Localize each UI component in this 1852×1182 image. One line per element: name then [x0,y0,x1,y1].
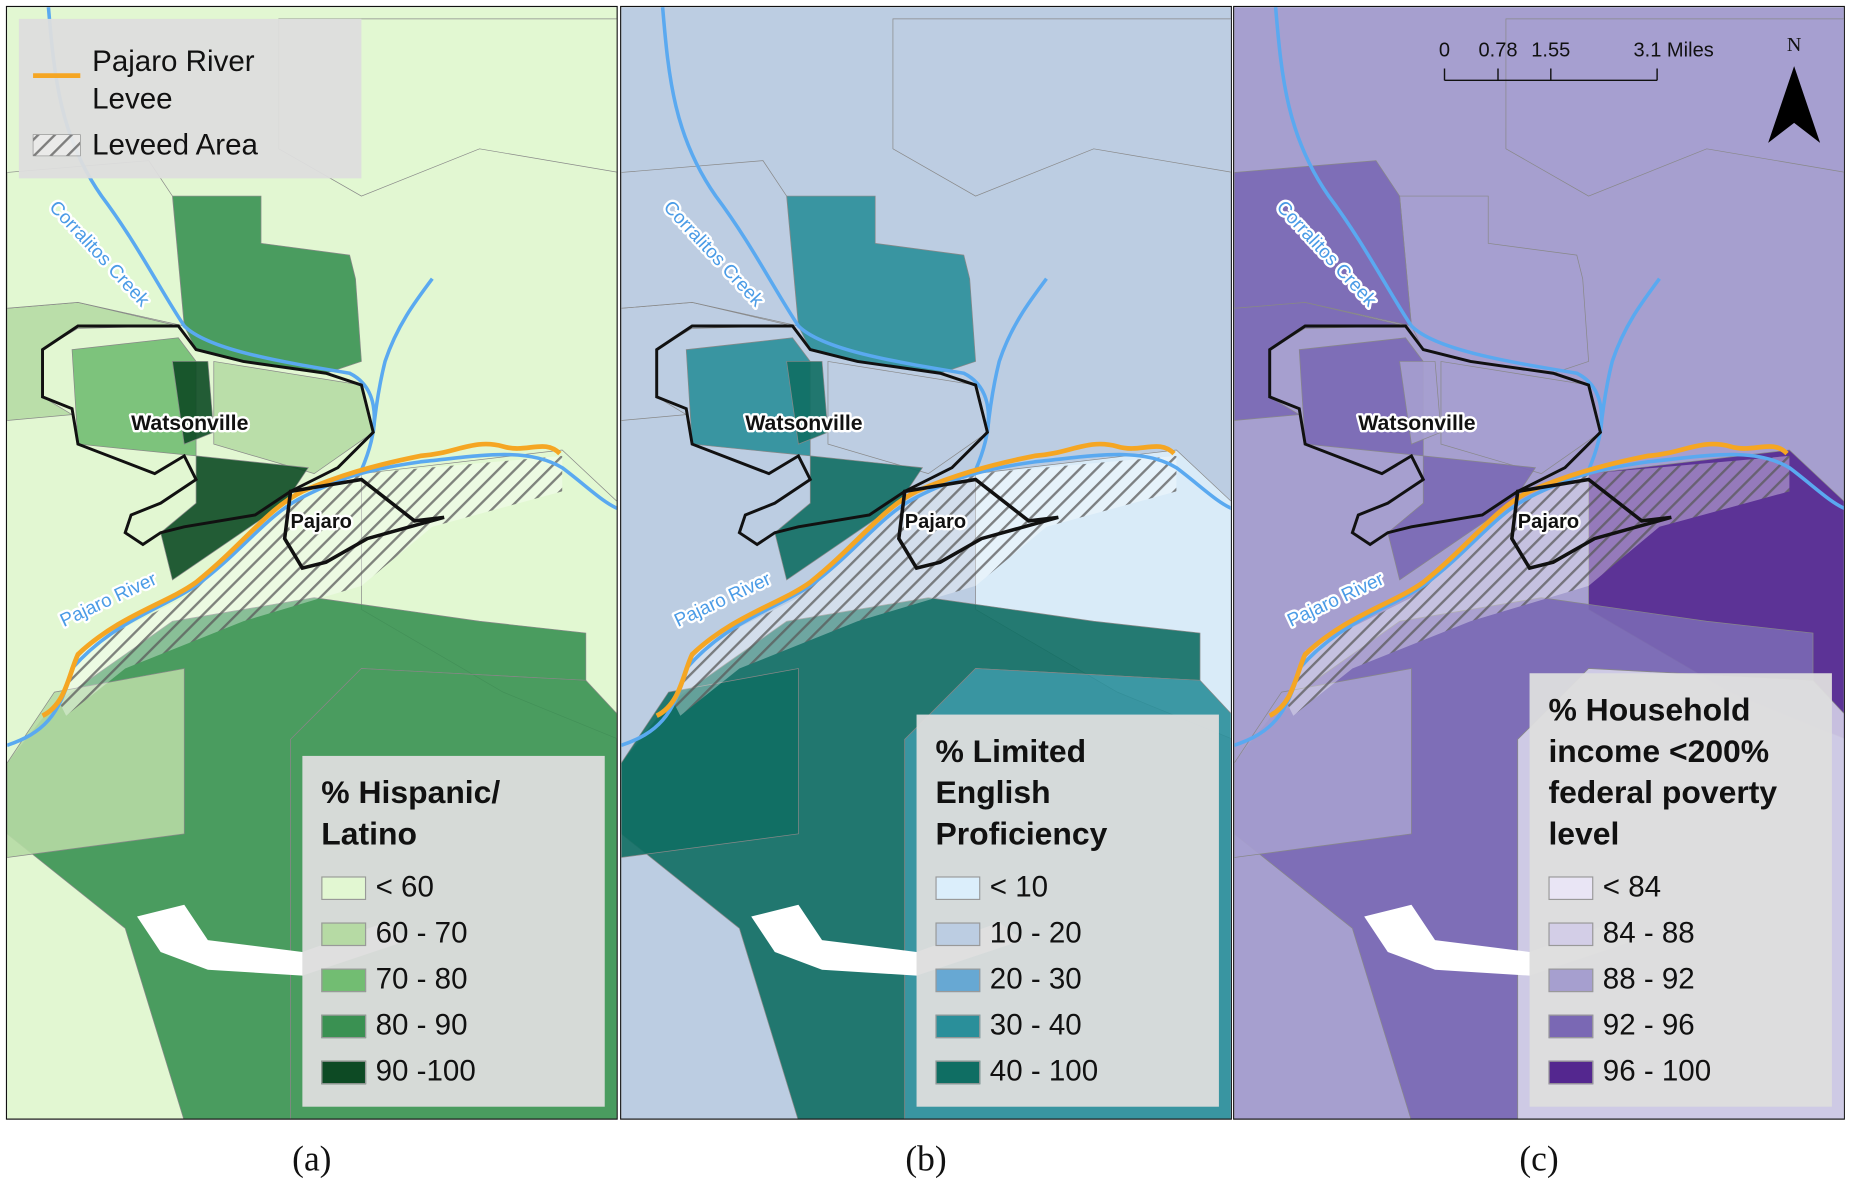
legend-label: < 84 [1602,870,1662,904]
map-panel: Watsonville Pajaro Corralitos Creek Pajaro … [1233,5,1845,1120]
legend-swatch [321,967,367,992]
watsonville-boundary [655,324,990,547]
legend-swatch [1548,921,1594,946]
legend-label: 88 - 92 [1602,962,1695,996]
levee-legend: Pajaro River Levee Leveed Area [18,18,362,179]
legend-swatch [1548,967,1594,992]
legend-label: 60 - 70 [375,916,468,950]
panel-caption: (b) [905,1139,947,1179]
census-tract [1440,361,1601,475]
panel-caption: (a) [292,1139,332,1179]
legend-item: 84 - 88 [1548,911,1817,957]
legend-label: < 10 [989,870,1049,904]
census-tract [172,195,362,374]
pajaro-boundary [282,477,445,571]
census-tract [827,361,988,475]
legend-item: < 60 [321,865,590,911]
scale-label: 3.1 Miles [1633,40,1713,62]
legend-item: 90 -100 [321,1049,590,1095]
watsonville-boundary [41,324,375,547]
legend-item: < 84 [1548,865,1817,911]
scale-label: 0.78 [1478,40,1517,62]
legend-item: 92 - 96 [1548,1003,1817,1049]
legend-swatch [1548,1060,1594,1084]
legend-label: 40 - 100 [989,1054,1099,1088]
legend-item: 88 - 92 [1548,957,1817,1003]
pajaro-boundary [896,477,1059,571]
legend-item: 20 - 30 [935,957,1204,1003]
legend-item: < 10 [935,865,1204,911]
legend-label: 96 - 100 [1602,1054,1712,1088]
legend: % Limited English Proficiency < 10 10 - 20… [916,714,1219,1107]
levee-symbol [32,73,81,157]
legend-label: 80 - 90 [375,1008,468,1042]
scale-label: 1.55 [1531,40,1570,62]
legend-swatch [321,875,367,900]
north-arrow [1768,66,1821,143]
panel-caption: (c) [1519,1139,1559,1179]
creek [1598,277,1661,433]
legend-title: % Household income <200% federal poverty… [1548,692,1778,852]
census-tract [1505,18,1844,197]
legend-swatch [321,1013,367,1038]
scale-bar: 0 0.78 1.55 3.1 Miles N [1439,34,1821,143]
legend-label: 84 - 88 [1602,916,1695,950]
map-panel: Watsonville Pajaro Corralitos Creek Pajaro … [620,5,1232,1120]
legend-label: 20 - 30 [989,962,1082,996]
legend-title: % Hispanic/ Latino [321,774,501,852]
levee [655,441,1176,718]
north-label: N [1787,34,1802,56]
legend-swatch [935,1060,981,1084]
place-label: Pajaro [905,511,966,533]
place-label: Watsonville [745,411,862,435]
legend-swatch [935,1013,981,1038]
legend-item: 30 - 40 [935,1003,1204,1049]
census-tract [892,18,1231,197]
legend-item: 80 - 90 [321,1003,590,1049]
legend-swatch [1548,1013,1594,1038]
creek [371,277,434,433]
creek [985,277,1048,433]
legend-label: 92 - 96 [1602,1008,1695,1042]
legend-swatch [1548,875,1594,900]
census-tract [213,361,374,475]
legend: % Hispanic/ Latino < 60 60 - 70 70 - 80 80 -… [302,755,605,1107]
census-tract [786,195,976,374]
place-label: Pajaro [1518,511,1579,533]
place-label: Watsonville [1358,411,1475,435]
legend: % Household income <200% federal poverty… [1529,673,1832,1107]
legend-swatch [935,967,981,992]
legend-item: 70 - 80 [321,957,590,1003]
legend-item: 10 - 20 [935,911,1204,957]
map-panel: Watsonville Pajaro Corralitos Creek Pajaro … [5,5,618,1120]
levee [1268,441,1789,718]
corralitos-creek [660,7,991,471]
legend-label: 70 - 80 [375,962,468,996]
watsonville-boundary [1268,324,1603,547]
levee-label: Pajaro River Levee [92,44,255,116]
legend-swatch [935,875,981,900]
legend-swatch [935,921,981,946]
legend-label: 10 - 20 [989,916,1082,950]
legend-label: 30 - 40 [989,1008,1082,1042]
legend-item: 40 - 100 [935,1049,1204,1095]
leveed-area-label: Leveed Area [92,128,258,162]
scale-label: 0 [1439,40,1450,62]
corralitos-creek [1273,7,1604,471]
legend-label: < 60 [375,870,434,904]
legend-label: 90 -100 [375,1054,476,1088]
place-label: Watsonville [131,411,248,435]
place-label: Pajaro [291,511,352,533]
legend-swatch [321,1060,367,1084]
legend-item: 60 - 70 [321,911,590,957]
legend-item: 96 - 100 [1548,1049,1817,1095]
legend-title: % Limited English Proficiency [935,733,1108,852]
pajaro-boundary [1509,477,1672,571]
census-tract [1399,195,1589,374]
leveed-swatch [32,134,81,157]
levee [41,441,562,718]
legend-swatch [321,921,367,946]
